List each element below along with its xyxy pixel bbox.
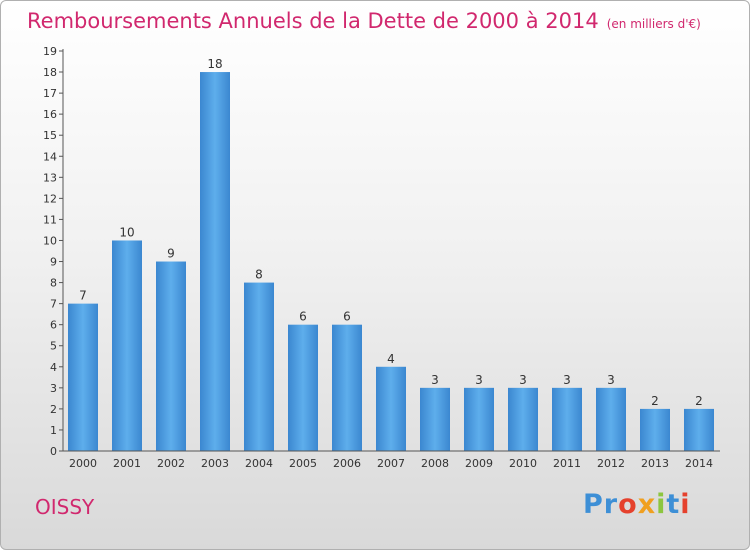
data-label: 6 xyxy=(343,310,351,324)
chart-title: Remboursements Annuels de la Dette de 20… xyxy=(27,9,701,33)
x-tick-label: 2008 xyxy=(421,457,449,470)
x-tick-label: 2014 xyxy=(685,457,713,470)
bar xyxy=(156,261,186,451)
y-tick-label: 6 xyxy=(50,319,57,332)
data-label: 3 xyxy=(431,373,439,387)
data-label: 2 xyxy=(695,394,703,408)
logo-letter: i xyxy=(680,489,691,520)
data-label: 10 xyxy=(119,225,134,239)
y-tick-label: 0 xyxy=(50,445,57,458)
x-tick-label: 2012 xyxy=(597,457,625,470)
bar xyxy=(376,366,406,451)
bar xyxy=(684,408,714,451)
bar xyxy=(200,72,230,451)
x-tick-label: 2009 xyxy=(465,457,493,470)
proxiti-logo: Proxiti xyxy=(583,489,691,520)
bar xyxy=(288,324,318,451)
y-tick-label: 19 xyxy=(43,45,57,58)
x-tick-label: 2004 xyxy=(245,457,273,470)
y-tick-label: 9 xyxy=(50,256,57,269)
x-tick-label: 2003 xyxy=(201,457,229,470)
bar xyxy=(420,387,450,451)
data-label: 9 xyxy=(167,247,175,261)
y-tick-label: 8 xyxy=(50,277,57,290)
y-tick-label: 10 xyxy=(43,234,57,247)
bar xyxy=(464,387,494,451)
x-tick-label: 2002 xyxy=(157,457,185,470)
bar xyxy=(552,387,582,451)
logo-letter: x xyxy=(637,489,657,520)
data-label: 4 xyxy=(387,352,395,366)
y-tick-label: 12 xyxy=(43,192,57,205)
data-label: 3 xyxy=(475,373,483,387)
data-label: 3 xyxy=(563,373,571,387)
x-tick-label: 2005 xyxy=(289,457,317,470)
y-tick-label: 1 xyxy=(50,424,57,437)
y-tick-label: 14 xyxy=(43,150,57,163)
data-label: 3 xyxy=(607,373,615,387)
x-tick-label: 2013 xyxy=(641,457,669,470)
data-label: 18 xyxy=(207,57,222,71)
logo-letter: P xyxy=(583,489,604,520)
x-tick-label: 2000 xyxy=(69,457,97,470)
data-label: 3 xyxy=(519,373,527,387)
x-tick-label: 2011 xyxy=(553,457,581,470)
y-tick-label: 17 xyxy=(43,87,57,100)
bar xyxy=(68,303,98,451)
data-label: 6 xyxy=(299,310,307,324)
y-tick-label: 4 xyxy=(50,361,57,374)
y-tick-label: 16 xyxy=(43,108,57,121)
bar xyxy=(640,408,670,451)
y-tick-label: 15 xyxy=(43,129,57,142)
bar xyxy=(596,387,626,451)
y-tick-label: 18 xyxy=(43,66,57,79)
bar xyxy=(244,282,274,451)
data-label: 2 xyxy=(651,394,659,408)
x-tick-label: 2001 xyxy=(113,457,141,470)
x-axis: 2000 2001 2002 2003 2004 2005 2006 2007 2008 2009… xyxy=(63,450,720,470)
chart-title-text: Remboursements Annuels de la Dette de 20… xyxy=(27,9,599,33)
x-tick-label: 2010 xyxy=(509,457,537,470)
logo-letter: t xyxy=(666,489,681,520)
logo-letter: r xyxy=(603,489,619,520)
city-name: OISSY xyxy=(35,495,95,519)
chart-subtitle: (en milliers d'€) xyxy=(606,17,701,31)
bar xyxy=(332,324,362,451)
data-label: 8 xyxy=(255,268,263,282)
y-tick-label: 3 xyxy=(50,382,57,395)
y-tick-label: 5 xyxy=(50,340,57,353)
y-tick-label: 11 xyxy=(43,213,57,226)
x-tick-label: 2006 xyxy=(333,457,361,470)
bars: 7 10 9 18 8 6 6 4 3 3 3 3 3 2 2 xyxy=(68,57,714,451)
logo-letter: i xyxy=(656,489,667,520)
y-tick-label: 2 xyxy=(50,403,57,416)
x-tick-label: 2007 xyxy=(377,457,405,470)
y-tick-label: 7 xyxy=(50,298,57,311)
bar xyxy=(508,387,538,451)
y-tick-label: 13 xyxy=(43,171,57,184)
data-label: 7 xyxy=(79,289,87,303)
bar xyxy=(112,240,142,451)
logo-letter: o xyxy=(618,489,638,520)
